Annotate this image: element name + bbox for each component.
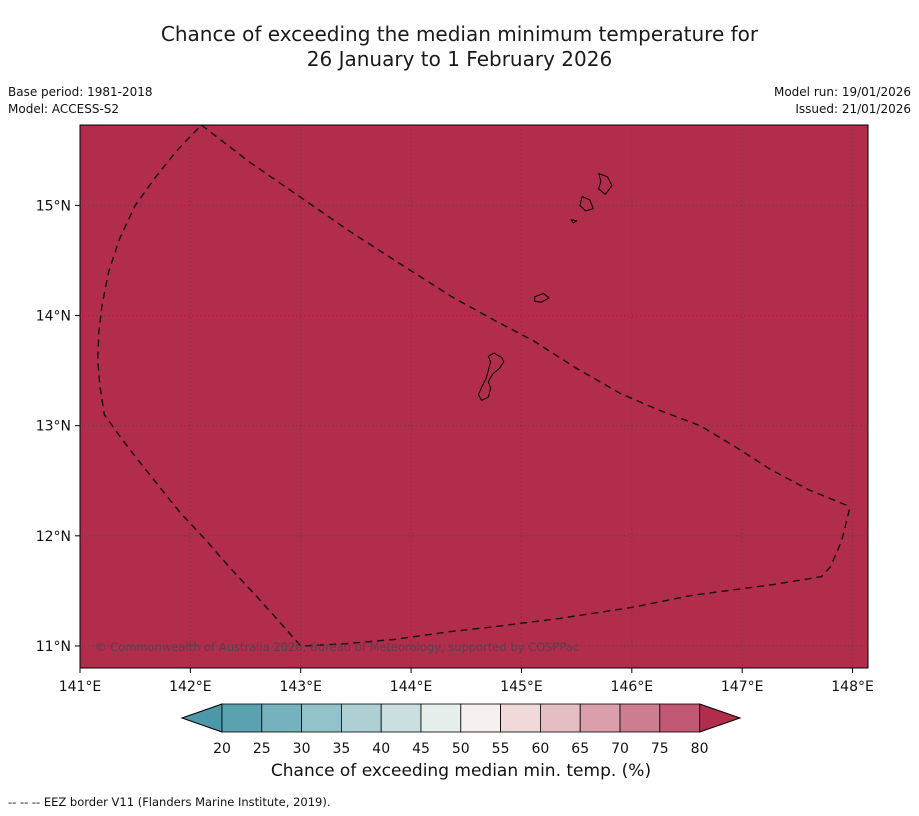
colorbar-tick-label: 20 <box>213 741 231 757</box>
island-rota <box>534 293 550 303</box>
chart-title: Chance of exceeding the median minimum t… <box>0 22 919 72</box>
colorbar-segment <box>460 703 501 733</box>
colorbar-tick-label: 70 <box>611 741 629 757</box>
x-tick-label: 145°E <box>500 679 543 695</box>
island-aguijan <box>570 219 578 224</box>
base-period-label: Base period: 1981-2018 <box>8 85 153 99</box>
eez-footnote: -- -- -- EEZ border V11 (Flanders Marine… <box>8 795 331 809</box>
colorbar-tick-label: 55 <box>492 741 510 757</box>
colorbar-segment <box>659 703 700 733</box>
chart-title-line1: Chance of exceeding the median minimum t… <box>160 22 759 46</box>
colorbar-segment <box>340 703 382 733</box>
map-background <box>79 124 869 669</box>
colorbar-tick-label: 25 <box>253 741 271 757</box>
x-tick-label: 148°E <box>831 679 874 695</box>
x-tick-label: 142°E <box>169 679 212 695</box>
y-tick-label: 12°N <box>36 529 71 545</box>
colorbar-left-arrow <box>180 703 223 733</box>
x-tick-label: 143°E <box>279 679 322 695</box>
island-saipan <box>598 173 613 195</box>
colorbar-right-arrow <box>699 703 742 733</box>
colorbar-tick-label: 80 <box>691 741 709 757</box>
chart-title-line2: 26 January to 1 February 2026 <box>306 47 613 71</box>
colorbar-tick-label: 40 <box>372 741 390 757</box>
issued-label: Issued: 21/01/2026 <box>795 102 911 117</box>
colorbar-segment <box>221 703 263 733</box>
meta-right: Model run: 19/01/2026 Issued: 21/01/2026 <box>774 84 911 119</box>
colorbar-tick-label: 50 <box>452 741 470 757</box>
colorbar-segment <box>540 703 581 733</box>
model-label: Model: ACCESS-S2 <box>8 102 120 117</box>
colorbar-segment <box>301 703 342 733</box>
colorbar-tick-label: 75 <box>651 741 669 757</box>
colorbar-segment <box>619 703 661 733</box>
colorbar-segment <box>261 703 302 733</box>
x-tick-label: 146°E <box>611 679 654 695</box>
colorbar-label: Chance of exceeding median min. temp. (%… <box>270 761 652 781</box>
x-tick-label: 147°E <box>721 679 764 695</box>
colorbar-tick-label: 30 <box>293 741 311 757</box>
island-tinian <box>579 196 594 212</box>
model-run-label: Model run: 19/01/2026 <box>773 85 911 99</box>
colorbar-tick-label: 65 <box>571 741 589 757</box>
copyright-note: © Commonwealth of Australia 2026, Bureau… <box>95 640 580 654</box>
y-tick-label: 14°N <box>36 309 71 325</box>
colorbar-segment <box>579 703 621 733</box>
eez-border <box>97 124 850 647</box>
colorbar-tick-label: 45 <box>412 741 430 757</box>
y-tick-label: 15°N <box>36 198 71 214</box>
colorbar-tick-label: 60 <box>531 741 549 757</box>
x-tick-label: 144°E <box>390 679 433 695</box>
colorbar-segment <box>500 703 541 733</box>
island-guam <box>477 352 505 401</box>
meta-left: Base period: 1981-2018 Model: ACCESS-S2 <box>8 84 153 119</box>
colorbar-tick-label: 35 <box>332 741 350 757</box>
y-tick-label: 11°N <box>36 639 71 655</box>
colorbar-segment <box>380 703 422 733</box>
y-tick-label: 13°N <box>36 419 71 435</box>
x-tick-label: 141°E <box>59 679 102 695</box>
colorbar-segment <box>420 703 462 733</box>
